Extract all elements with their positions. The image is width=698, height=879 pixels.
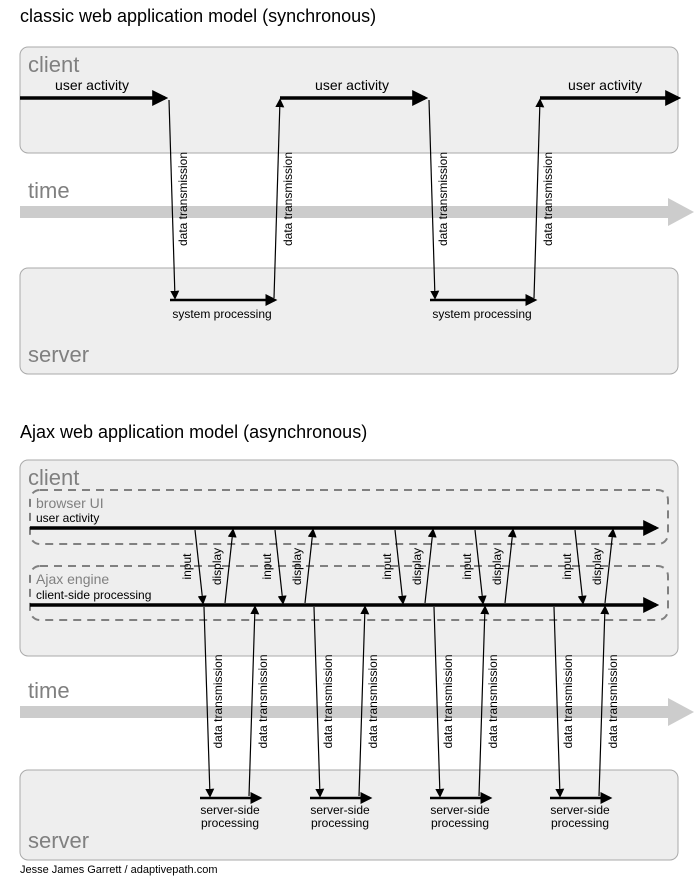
svg-text:display: display — [590, 548, 604, 585]
svg-text:Ajax web application model (as: Ajax web application model (asynchronous… — [20, 422, 367, 442]
svg-text:system processing: system processing — [172, 307, 271, 321]
svg-text:input: input — [460, 553, 474, 580]
svg-text:client: client — [28, 465, 79, 490]
svg-text:server-sideprocessing: server-sideprocessing — [310, 803, 370, 830]
svg-text:data transmission: data transmission — [321, 654, 335, 748]
svg-text:data transmission: data transmission — [561, 654, 575, 748]
svg-text:client: client — [28, 52, 79, 77]
svg-text:data transmission: data transmission — [211, 654, 225, 748]
svg-text:data transmission: data transmission — [256, 654, 270, 748]
svg-text:input: input — [380, 553, 394, 580]
svg-text:data transmission: data transmission — [176, 152, 190, 246]
svg-text:time: time — [28, 178, 70, 203]
svg-text:display: display — [410, 548, 424, 585]
svg-text:user activity: user activity — [568, 77, 642, 93]
svg-text:client-side processing: client-side processing — [36, 588, 151, 602]
svg-text:Jesse James Garrett / adaptive: Jesse James Garrett / adaptivepath.com — [20, 864, 217, 876]
svg-text:server: server — [28, 342, 89, 367]
svg-text:Ajax engine: Ajax engine — [36, 571, 109, 587]
svg-text:server-sideprocessing: server-sideprocessing — [550, 803, 610, 830]
svg-text:time: time — [28, 678, 70, 703]
svg-text:display: display — [490, 548, 504, 585]
svg-text:server: server — [28, 828, 89, 853]
svg-text:data transmission: data transmission — [436, 152, 450, 246]
svg-text:server-sideprocessing: server-sideprocessing — [430, 803, 490, 830]
svg-text:data transmission: data transmission — [366, 654, 380, 748]
svg-text:input: input — [260, 553, 274, 580]
svg-text:input: input — [560, 553, 574, 580]
svg-text:data transmission: data transmission — [486, 654, 500, 748]
svg-text:data transmission: data transmission — [281, 152, 295, 246]
svg-text:input: input — [180, 553, 194, 580]
svg-text:data transmission: data transmission — [441, 654, 455, 748]
svg-text:server-sideprocessing: server-sideprocessing — [200, 803, 260, 830]
svg-text:data transmission: data transmission — [541, 152, 555, 246]
svg-text:display: display — [210, 548, 224, 585]
svg-text:user activity: user activity — [315, 77, 389, 93]
svg-text:display: display — [290, 548, 304, 585]
svg-text:browser UI: browser UI — [36, 495, 104, 511]
svg-text:user activity: user activity — [36, 511, 99, 525]
svg-text:data transmission: data transmission — [606, 654, 620, 748]
svg-text:user activity: user activity — [55, 77, 129, 93]
svg-text:system processing: system processing — [432, 307, 531, 321]
svg-text:classic web application model: classic web application model (synchrono… — [20, 6, 376, 26]
